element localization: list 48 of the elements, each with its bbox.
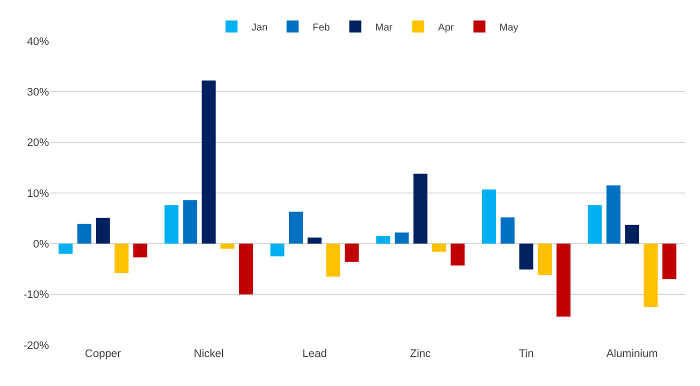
bar: [344, 244, 359, 262]
bar: [220, 244, 234, 249]
bar: [270, 244, 284, 256]
x-tick-label: Copper: [84, 348, 122, 360]
bar: [538, 244, 552, 276]
bar: [308, 238, 322, 244]
bar: [164, 205, 178, 244]
bar: [482, 189, 496, 244]
bar: [376, 236, 390, 244]
bar: [326, 244, 340, 277]
bar: [239, 244, 253, 294]
bar: [133, 244, 148, 258]
bar: [114, 244, 129, 274]
bar: [202, 80, 216, 244]
legend-label: Feb: [312, 22, 330, 34]
bar: [500, 217, 515, 244]
bar: [606, 185, 620, 244]
y-tick-label: 30%: [26, 86, 50, 99]
bar: [96, 218, 110, 244]
bar: [588, 205, 602, 244]
bar: [413, 174, 428, 244]
bar: [394, 232, 409, 244]
bar: [519, 244, 534, 270]
y-tick-label: -10%: [23, 289, 50, 302]
bar: [644, 244, 658, 307]
bar: [77, 224, 92, 244]
y-tick-label: 40%: [26, 36, 50, 48]
y-tick-label: 20%: [26, 137, 50, 150]
bar: [450, 244, 465, 266]
bar: [432, 244, 446, 252]
x-tick-label: Zinc: [410, 348, 432, 360]
bar: [662, 244, 676, 280]
legend-label: Apr: [438, 22, 454, 34]
bar: [58, 244, 73, 254]
bar: [183, 200, 198, 244]
x-tick-label: Aluminium: [606, 348, 658, 360]
y-tick-label: -20%: [23, 340, 50, 352]
legend-label: Jan: [252, 22, 268, 34]
y-tick-label: 0%: [33, 238, 50, 251]
x-tick-label: Tin: [518, 348, 534, 360]
bar: [556, 244, 570, 317]
x-tick-label: Lead: [302, 348, 327, 360]
legend-label: May: [499, 22, 518, 34]
x-tick-label: Nickel: [194, 348, 224, 360]
bar: [625, 224, 640, 244]
legend-label: Mar: [375, 22, 394, 34]
y-tick-label: 10%: [26, 188, 50, 200]
bar: [288, 212, 303, 244]
